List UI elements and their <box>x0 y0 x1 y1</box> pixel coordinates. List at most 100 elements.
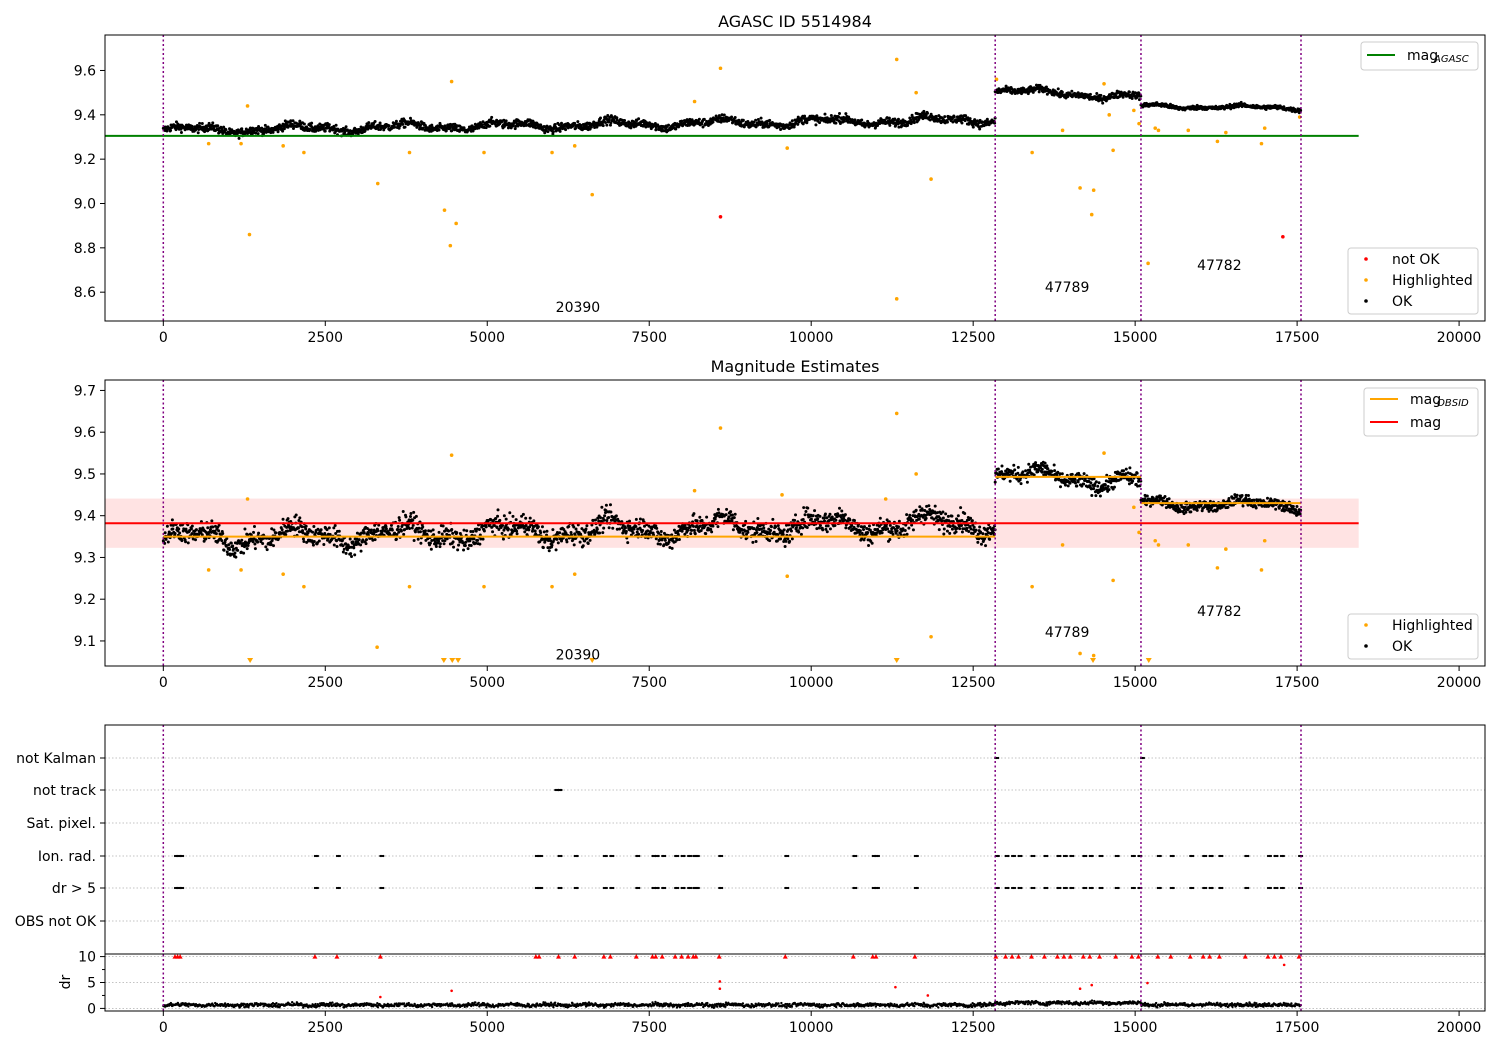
ok-point <box>335 539 339 543</box>
ok-point <box>815 114 819 118</box>
ok-point <box>764 124 768 128</box>
ok-point <box>638 517 642 521</box>
ok-point <box>1195 508 1199 512</box>
ok-point <box>496 508 500 512</box>
ok-point <box>224 128 228 132</box>
ok-point <box>305 540 309 544</box>
ok-point <box>774 525 778 529</box>
ok-point <box>396 527 400 531</box>
ok-point <box>952 115 956 119</box>
ok-point <box>801 518 805 522</box>
ok-point <box>516 526 520 530</box>
ok-point <box>602 526 606 530</box>
ok-point <box>603 514 607 518</box>
ok-point <box>327 123 331 127</box>
ok-point <box>941 516 945 520</box>
ok-point <box>779 537 783 541</box>
ok-point <box>270 527 274 531</box>
ok-point <box>574 126 578 130</box>
ok-point <box>885 116 889 120</box>
ok-point <box>418 530 422 534</box>
highlighted-point <box>692 99 697 104</box>
ok-point <box>301 537 305 541</box>
ok-point <box>1096 484 1100 488</box>
ok-point <box>337 529 341 533</box>
ok-point <box>285 525 289 529</box>
ok-point <box>283 119 287 123</box>
ok-point <box>1044 85 1048 89</box>
ok-point <box>803 114 807 118</box>
ok-point <box>214 532 218 536</box>
ok-point <box>917 517 921 521</box>
ok-point <box>530 529 534 533</box>
ok-point <box>914 508 918 512</box>
ok-point <box>709 527 713 531</box>
ok-point <box>311 530 315 534</box>
ok-point <box>818 514 822 518</box>
ok-point <box>924 516 928 520</box>
ok-point <box>657 538 661 542</box>
ok-point <box>311 543 315 547</box>
ok-point <box>644 532 648 536</box>
ok-point <box>728 519 732 523</box>
ok-point <box>289 119 293 123</box>
ok-point <box>746 119 750 123</box>
ok-point <box>291 119 295 123</box>
ok-point <box>333 523 337 527</box>
ok-point <box>468 536 472 540</box>
ok-point <box>725 507 729 511</box>
ok-point <box>572 525 576 529</box>
ok-point <box>355 531 359 535</box>
ok-point <box>1148 504 1152 508</box>
ok-point <box>502 528 506 532</box>
ok-point <box>511 514 515 518</box>
ok-point <box>958 117 962 121</box>
ok-point <box>1098 494 1102 498</box>
ok-point <box>585 524 589 528</box>
highlighted-point <box>894 297 899 301</box>
ok-point <box>789 529 793 533</box>
highlighted-point <box>1078 186 1082 190</box>
ok-point <box>970 519 974 523</box>
ok-point <box>334 123 338 127</box>
ok-point <box>471 129 475 133</box>
ok-point <box>429 547 433 551</box>
ok-point <box>1016 465 1020 469</box>
ok-point <box>574 527 578 531</box>
ok-point <box>256 540 260 544</box>
ok-point <box>634 524 638 528</box>
highlighted-point <box>1107 113 1112 117</box>
ok-point <box>171 527 175 531</box>
ok-point <box>332 543 336 547</box>
ok-point <box>948 525 952 529</box>
ok-point <box>306 531 310 535</box>
ok-point <box>981 532 985 536</box>
ok-point <box>514 124 518 128</box>
ok-point <box>597 519 601 523</box>
ok-point <box>917 117 921 121</box>
ok-point <box>296 526 300 530</box>
legend-upper-agasc: mag AGASC <box>1360 41 1479 71</box>
ok-point <box>251 540 255 544</box>
ok-point <box>207 121 211 125</box>
ok-point <box>411 523 415 527</box>
ok-point <box>752 120 756 124</box>
highlighted-point <box>281 144 285 148</box>
ok-point <box>609 510 613 514</box>
ok-point <box>667 123 671 127</box>
highlighted-point <box>1215 139 1220 144</box>
ok-point <box>656 542 660 546</box>
ok-point <box>206 526 210 530</box>
ok-point <box>772 530 776 534</box>
ok-point <box>555 537 559 541</box>
ok-point <box>581 544 585 548</box>
ok-point <box>600 505 604 509</box>
highlighted-point <box>239 141 243 146</box>
ok-point <box>389 523 393 527</box>
highlighted-point <box>914 90 918 95</box>
ok-point <box>222 125 226 129</box>
ok-point <box>829 114 833 118</box>
ok-point <box>880 531 884 535</box>
ok-point <box>458 532 462 536</box>
